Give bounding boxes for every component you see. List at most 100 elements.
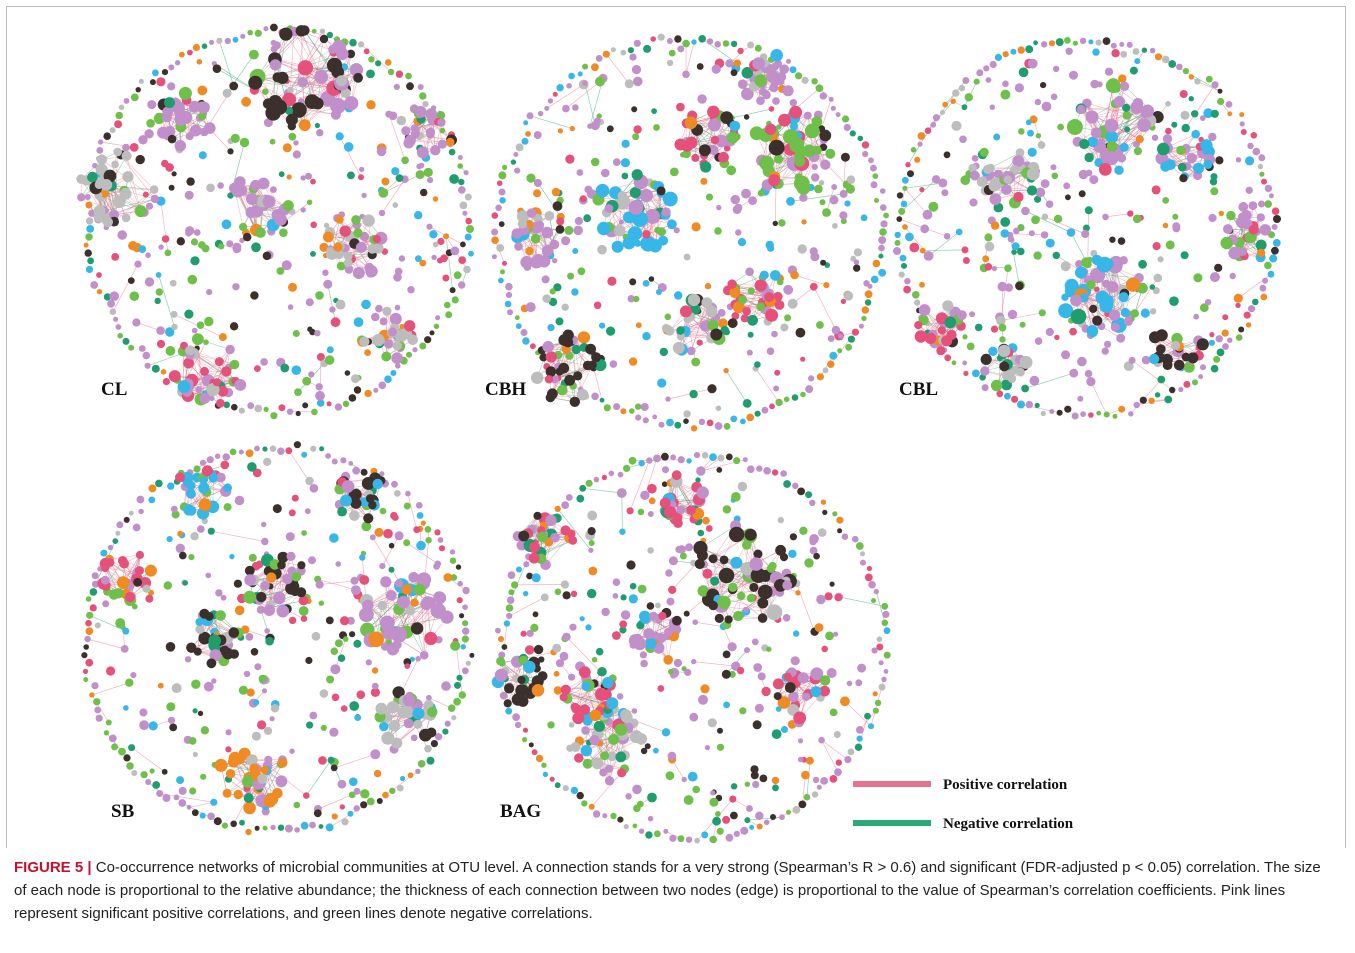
- network-node: [723, 144, 731, 152]
- network-node: [682, 149, 691, 159]
- network-node: [1245, 186, 1253, 194]
- network-node: [1186, 152, 1198, 164]
- network-node: [198, 151, 207, 160]
- network-node: [1173, 359, 1185, 371]
- network-node: [1264, 200, 1272, 208]
- network-node: [1181, 352, 1191, 362]
- network-node: [1070, 294, 1082, 307]
- network-node: [971, 155, 979, 162]
- network-node: [1223, 224, 1233, 234]
- network-node: [197, 85, 208, 96]
- network-node: [285, 113, 298, 126]
- network-node: [401, 156, 409, 165]
- network-node: [414, 106, 427, 118]
- network-node: [1026, 185, 1038, 196]
- negative-edge: [158, 274, 175, 328]
- network-node: [1040, 179, 1050, 189]
- network-node: [666, 38, 673, 44]
- network-node: [218, 333, 227, 342]
- network-node: [957, 310, 967, 320]
- network-node: [1239, 121, 1245, 127]
- network-node: [988, 180, 1000, 192]
- network-node: [1215, 335, 1224, 343]
- network-node: [173, 794, 180, 801]
- network-node: [187, 49, 193, 56]
- positive-edge: [423, 604, 427, 656]
- network-node: [1092, 48, 1100, 56]
- positive-edge: [306, 29, 338, 40]
- network-node: [246, 193, 258, 205]
- network-node: [989, 193, 1002, 206]
- network-node: [718, 151, 729, 163]
- network-node: [1178, 386, 1184, 393]
- network-node: [458, 256, 467, 264]
- network-node: [558, 362, 570, 374]
- network-node: [426, 756, 435, 765]
- network-node: [907, 170, 914, 178]
- network-node: [1256, 213, 1266, 222]
- network-node: [815, 84, 824, 93]
- positive-edge: [1197, 81, 1221, 92]
- network-node: [430, 145, 441, 156]
- network-node: [743, 114, 750, 120]
- network-node: [165, 163, 174, 172]
- network-node: [207, 812, 215, 821]
- network-node: [983, 164, 993, 174]
- network-node: [309, 821, 316, 829]
- network-node: [681, 140, 694, 152]
- network-node: [229, 322, 239, 331]
- network-node: [330, 98, 346, 114]
- network-node: [1104, 67, 1114, 76]
- network-node: [305, 298, 314, 307]
- network-node: [270, 45, 278, 53]
- network-node: [1029, 115, 1038, 124]
- network-node: [103, 293, 112, 301]
- network-node: [243, 232, 252, 242]
- network-node: [942, 101, 949, 108]
- network-node: [1050, 164, 1057, 171]
- network-node: [314, 330, 321, 337]
- network-node: [240, 33, 246, 39]
- network-node: [545, 351, 557, 363]
- network-node: [1133, 401, 1140, 409]
- network-node: [658, 421, 665, 428]
- network-node: [796, 181, 811, 195]
- network-node: [1233, 293, 1243, 303]
- network-node: [714, 227, 722, 235]
- network-node: [346, 49, 356, 59]
- network-node: [105, 719, 112, 726]
- network-node: [461, 635, 469, 643]
- network-node: [154, 297, 161, 305]
- network-node: [664, 313, 672, 321]
- network-node: [533, 131, 542, 140]
- network-node: [1227, 337, 1233, 343]
- network-node: [176, 237, 185, 246]
- network-node: [165, 327, 175, 337]
- network-node: [667, 219, 677, 230]
- network-node: [1217, 97, 1225, 106]
- network-node: [1096, 410, 1102, 416]
- network-node: [362, 214, 375, 227]
- network-node: [898, 207, 906, 215]
- network-node: [611, 240, 624, 253]
- network-node: [515, 143, 524, 152]
- network-node: [1140, 308, 1150, 318]
- network-node: [823, 282, 830, 289]
- network-node: [653, 124, 660, 131]
- network-node: [797, 244, 807, 254]
- network-node: [840, 298, 847, 305]
- network-node: [1112, 413, 1118, 419]
- network-node: [109, 209, 120, 220]
- network-node: [1252, 147, 1261, 156]
- network-node: [1013, 191, 1024, 203]
- network-node: [525, 131, 531, 137]
- network-node: [1130, 309, 1140, 318]
- network-node: [526, 208, 537, 218]
- network-node: [502, 260, 507, 266]
- network-node: [1140, 110, 1149, 119]
- network-node: [342, 400, 350, 407]
- network-node: [1252, 298, 1259, 306]
- network-cl: CL: [76, 23, 474, 420]
- network-node: [1021, 206, 1030, 216]
- network-node: [1235, 302, 1241, 309]
